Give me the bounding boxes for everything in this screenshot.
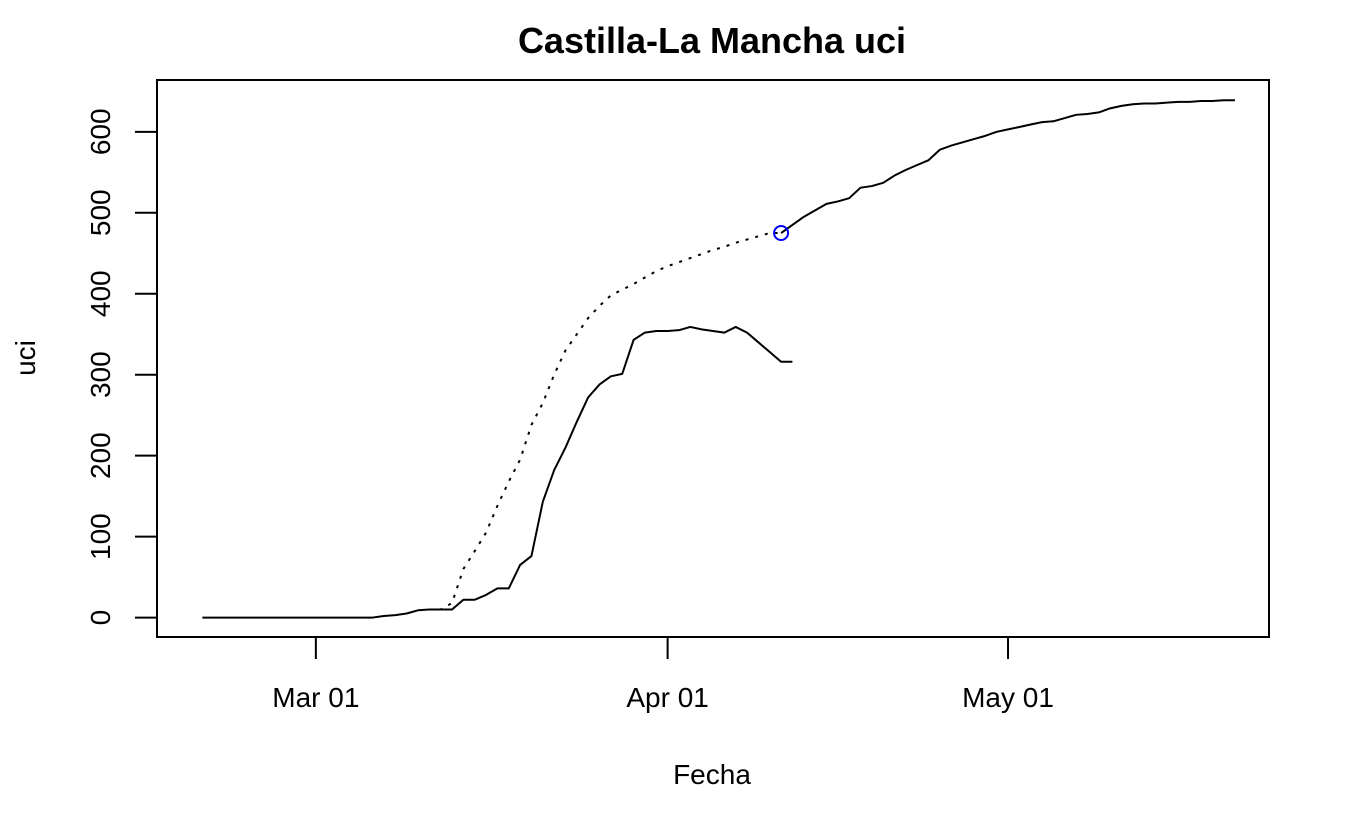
series-line-1-dotted: [429, 232, 782, 611]
chart-title: Castilla-La Mancha uci: [518, 20, 906, 61]
x-tick-label: May 01: [962, 682, 1054, 713]
series-line-3-dashdot: [1155, 101, 1167, 105]
series-line-2-solid: [780, 102, 1156, 234]
y-tick-label: 400: [85, 270, 116, 317]
series-line-4-solid: [1166, 99, 1235, 104]
y-tick-label: 100: [85, 513, 116, 560]
y-tick-label: 200: [85, 432, 116, 479]
marker-layer: [773, 225, 790, 242]
y-tick-label: 500: [85, 189, 116, 236]
y-tick-label: 300: [85, 351, 116, 398]
y-axis-label: uci: [10, 340, 41, 376]
x-tick-label: Apr 01: [626, 682, 709, 713]
x-axis-label: Fecha: [673, 759, 751, 790]
x-tick-label: Mar 01: [272, 682, 359, 713]
highlight-point-marker: [773, 225, 790, 242]
plot-frame: [156, 79, 1270, 638]
y-tick-label: 600: [85, 108, 116, 155]
series-layer: [202, 99, 1235, 619]
series-line-0-solid: [202, 325, 793, 619]
y-tick-label: 0: [85, 610, 116, 626]
y-axis: 0 100 200 300 400 500 600: [85, 108, 158, 626]
x-axis: Mar 01 Apr 01 May 01: [272, 636, 1054, 713]
